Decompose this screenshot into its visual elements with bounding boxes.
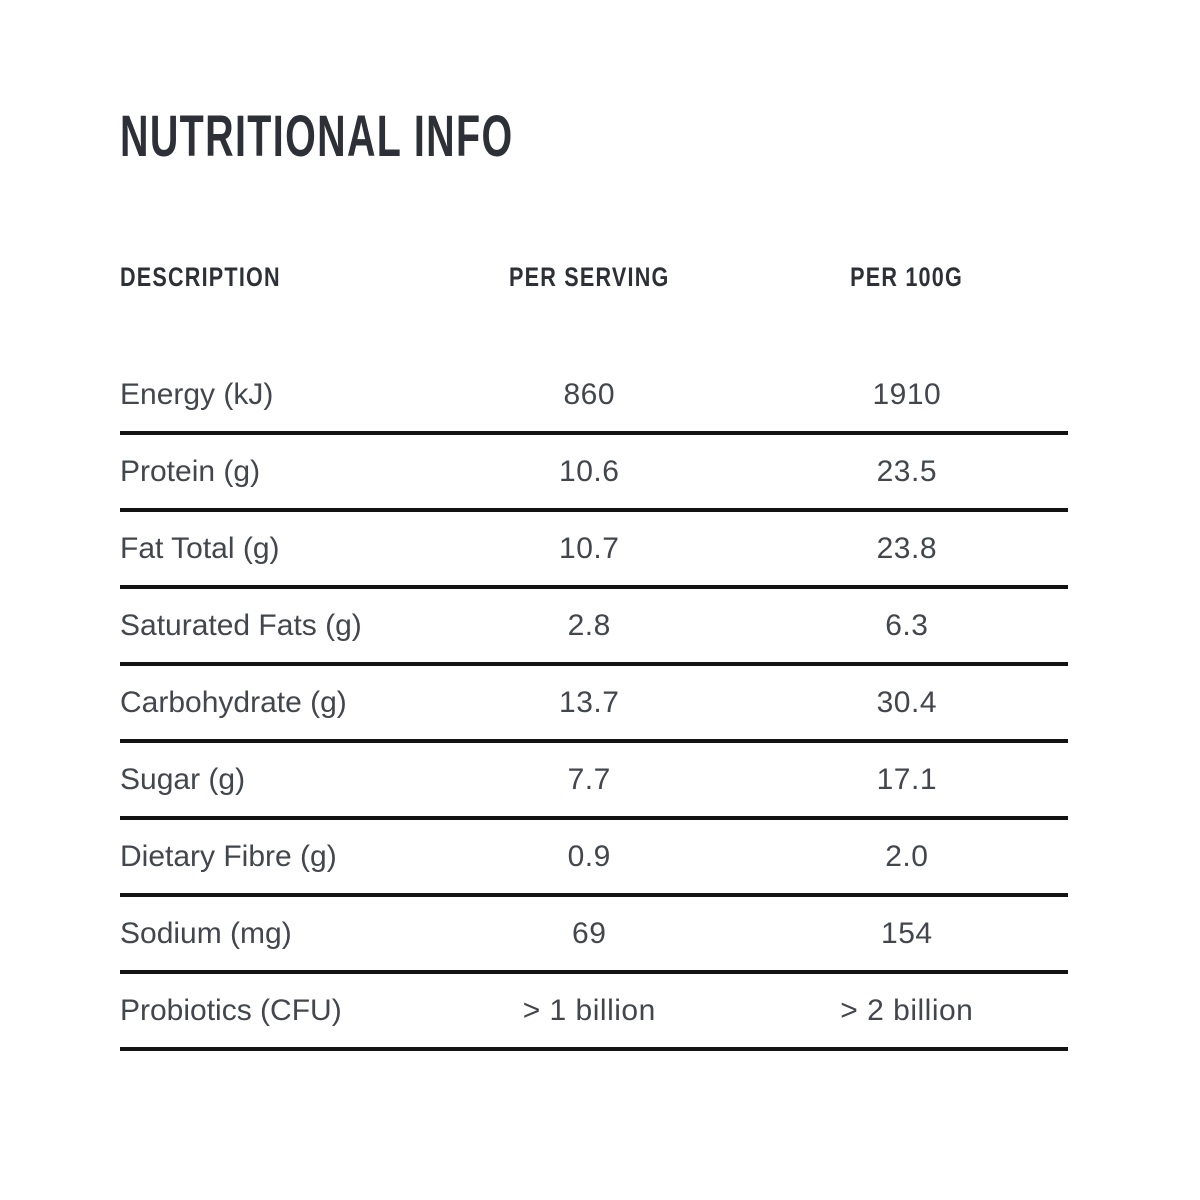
row-label: Sugar (g) [120,741,433,820]
row-label: Dietary Fibre (g) [120,818,433,897]
table-row-protein: Protein (g) 10.6 23.5 [120,433,1068,512]
row-label: Probiotics (CFU) [120,972,433,1051]
table-row-probiotics: Probiotics (CFU) > 1 billion > 2 billion [120,972,1068,1051]
table-row-carbohydrate: Carbohydrate (g) 13.7 30.4 [120,664,1068,743]
row-label: Energy (kJ) [120,358,433,435]
row-label: Saturated Fats (g) [120,587,433,666]
column-header-description: DESCRIPTION [120,262,433,358]
value-per-serving: 0.9 [432,818,746,897]
table-row-energy: Energy (kJ) 860 1910 [120,358,1068,435]
table-row-fat-total: Fat Total (g) 10.7 23.8 [120,510,1068,589]
column-header-description-text: DESCRIPTION [120,262,281,292]
value-per-serving: 69 [432,895,746,974]
table-row-saturated-fats: Saturated Fats (g) 2.8 6.3 [120,587,1068,666]
row-label: Carbohydrate (g) [120,664,433,743]
value-per-100g: 17.1 [745,741,1068,820]
value-per-100g: 154 [745,895,1068,974]
value-per-serving: 10.7 [432,510,746,589]
value-per-serving: 2.8 [432,587,746,666]
table-row-sodium: Sodium (mg) 69 154 [120,895,1068,974]
table-row-sugar: Sugar (g) 7.7 17.1 [120,741,1068,820]
value-per-serving: 7.7 [432,741,746,820]
header-row: DESCRIPTION PER SERVING PER 100G [120,262,1068,358]
column-header-per-serving-text: PER SERVING [509,262,670,292]
value-per-serving: 860 [432,358,746,435]
value-per-100g: 6.3 [745,587,1068,666]
nutrition-table: DESCRIPTION PER SERVING PER 100G Energy … [120,262,1068,1051]
section-title: NUTRITIONAL INFO [120,108,699,166]
column-header-per-serving: PER SERVING [433,262,746,358]
value-per-serving: > 1 billion [432,972,746,1051]
value-per-100g: 30.4 [745,664,1068,743]
value-per-100g: 2.0 [745,818,1068,897]
value-per-100g: 23.5 [745,433,1068,512]
value-per-serving: 13.7 [432,664,746,743]
value-per-100g: > 2 billion [745,972,1068,1051]
row-label: Sodium (mg) [120,895,433,974]
value-per-100g: 23.8 [745,510,1068,589]
table-row-dietary-fibre: Dietary Fibre (g) 0.9 2.0 [120,818,1068,897]
row-label: Protein (g) [120,433,433,512]
value-per-100g: 1910 [745,358,1068,435]
column-header-per-100g: PER 100G [746,262,1068,358]
column-header-per-100g-text: PER 100G [850,262,964,292]
row-label: Fat Total (g) [120,510,433,589]
value-per-serving: 10.6 [432,433,746,512]
section-title-text: NUTRITIONAL INFO [120,104,514,169]
